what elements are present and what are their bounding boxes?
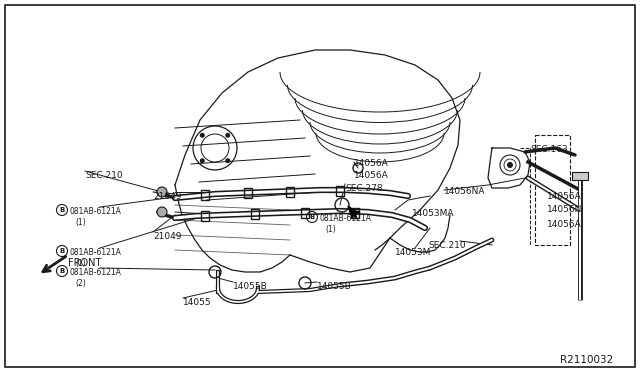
Text: (1): (1)	[75, 259, 86, 268]
Bar	[351, 208, 359, 218]
Text: 14056A: 14056A	[354, 159, 388, 168]
Bar	[251, 209, 259, 219]
Text: SEC.210: SEC.210	[428, 241, 466, 250]
Text: 14053MA: 14053MA	[412, 209, 454, 218]
Circle shape	[200, 133, 205, 138]
Text: 14055B: 14055B	[317, 282, 352, 291]
Bar	[572, 172, 588, 180]
Text: SEC.210: SEC.210	[85, 171, 123, 180]
Text: B: B	[60, 207, 65, 213]
Circle shape	[225, 158, 230, 163]
Circle shape	[157, 187, 167, 197]
Text: 14053M: 14053M	[395, 248, 431, 257]
Text: 14056A: 14056A	[547, 192, 582, 201]
Bar	[301, 208, 309, 218]
Polygon shape	[348, 206, 356, 218]
Circle shape	[200, 158, 205, 163]
Bar	[201, 211, 209, 221]
Text: B: B	[60, 268, 65, 274]
Text: 081AB-6121A: 081AB-6121A	[70, 207, 122, 216]
Text: (1): (1)	[75, 218, 86, 227]
Text: SEC.163: SEC.163	[530, 145, 568, 154]
Text: B: B	[309, 214, 315, 220]
Bar	[244, 188, 252, 198]
Text: 081AB-6121A: 081AB-6121A	[320, 214, 372, 223]
Text: 14055B: 14055B	[233, 282, 268, 291]
Circle shape	[157, 207, 167, 217]
Text: 14056NA: 14056NA	[444, 187, 486, 196]
Text: 14056N: 14056N	[547, 205, 582, 214]
Text: R2110032: R2110032	[560, 355, 613, 365]
Text: 081AB-6121A: 081AB-6121A	[70, 268, 122, 277]
Text: SEC.278: SEC.278	[345, 184, 383, 193]
Circle shape	[225, 133, 230, 138]
Text: (2): (2)	[75, 279, 86, 288]
Bar	[336, 186, 344, 196]
Circle shape	[507, 162, 513, 168]
Text: 14055: 14055	[183, 298, 212, 307]
Bar	[201, 190, 209, 200]
Text: B: B	[60, 248, 65, 254]
Text: FRONT: FRONT	[68, 258, 101, 268]
Text: 14056A: 14056A	[354, 171, 388, 180]
Text: 081AB-6121A: 081AB-6121A	[70, 248, 122, 257]
Text: 21049: 21049	[153, 192, 182, 201]
Bar	[286, 187, 294, 197]
Text: 14056A: 14056A	[547, 220, 582, 229]
Text: (1): (1)	[325, 225, 336, 234]
Text: 21049: 21049	[153, 232, 182, 241]
